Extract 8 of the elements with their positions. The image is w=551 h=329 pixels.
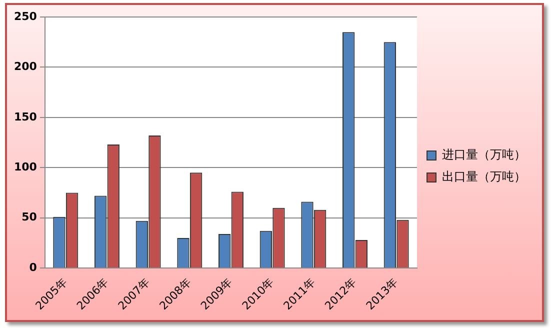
y-tick-label: 50 <box>22 210 38 224</box>
y-tick-label: 250 <box>14 10 38 23</box>
y-tick-label: 100 <box>14 160 38 174</box>
legend-label: 出口量（万吨） <box>442 170 526 184</box>
y-tick-label: 0 <box>29 260 38 274</box>
y-tick-label: 150 <box>14 110 38 124</box>
y-tick-label: 200 <box>14 60 38 74</box>
legend-label: 进口量（万吨） <box>442 148 526 162</box>
